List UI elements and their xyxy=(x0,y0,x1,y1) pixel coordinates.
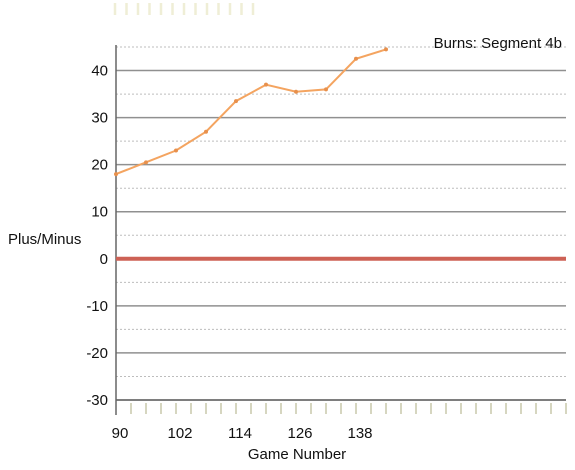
y-tick-label: -30 xyxy=(86,392,108,409)
data-point xyxy=(384,47,388,52)
top-decoration xyxy=(113,3,255,15)
x-tick-marks xyxy=(130,403,567,414)
y-tick-label: 20 xyxy=(91,157,108,174)
y-tick-label: -20 xyxy=(86,345,108,362)
data-point xyxy=(324,87,328,92)
y-tick-label: 40 xyxy=(91,63,108,80)
x-tick-label: 126 xyxy=(287,425,312,442)
data-point xyxy=(234,99,238,104)
data-point xyxy=(204,129,208,134)
data-point xyxy=(114,172,118,177)
data-point xyxy=(264,82,268,87)
y-tick-label: 30 xyxy=(91,110,108,127)
x-tick-labels: 90 102 114 126 138 xyxy=(112,425,373,442)
y-tick-label: -10 xyxy=(86,298,108,315)
y-axis-title: Plus/Minus xyxy=(8,231,81,248)
chart-title: Burns: Segment 4b xyxy=(434,35,562,52)
minor-gridlines xyxy=(116,46,566,377)
y-tick-label: 0 xyxy=(100,251,108,268)
x-axis-title: Game Number xyxy=(248,446,346,463)
series-line xyxy=(115,48,387,176)
x-tick-label: 102 xyxy=(167,425,192,442)
series-layer xyxy=(114,47,566,261)
data-point xyxy=(294,89,298,94)
data-point xyxy=(144,160,148,165)
data-point xyxy=(354,56,358,61)
x-tick-label: 114 xyxy=(228,425,252,442)
data-point xyxy=(174,148,178,153)
x-tick-label: 90 xyxy=(112,425,129,442)
y-tick-labels: 40 30 20 10 0 -10 -20 -30 xyxy=(86,63,108,409)
y-tick-label: 10 xyxy=(91,204,108,221)
x-tick-label: 138 xyxy=(347,425,372,442)
